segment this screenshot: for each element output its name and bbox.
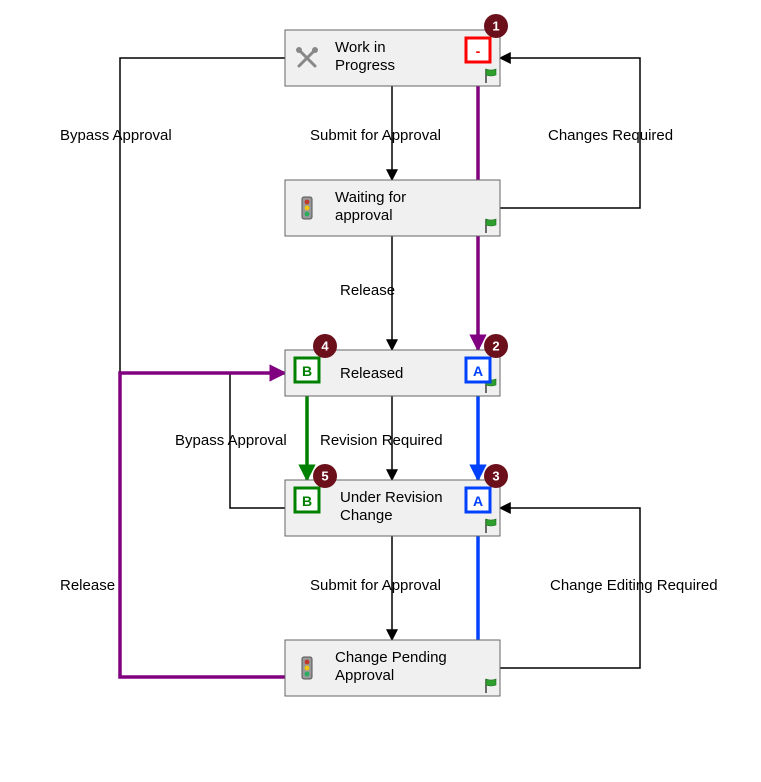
svg-text:A: A xyxy=(473,493,483,509)
edge-label-release1: Release xyxy=(340,282,395,299)
node-label-pending-1: Approval xyxy=(335,667,394,684)
marker-wip-dash: -1 xyxy=(466,14,508,62)
edge-label-release2: Release xyxy=(60,577,115,594)
edge-label-bypass2: Bypass Approval xyxy=(175,432,287,449)
badge-number-5: 5 xyxy=(321,469,328,484)
node-label-waiting-0: Waiting for xyxy=(335,189,406,206)
traffic-icon xyxy=(302,657,312,679)
node-label-wip-1: Progress xyxy=(335,57,395,74)
edge-label-revision-req: Revision Required xyxy=(320,432,443,449)
badge-number-1: 1 xyxy=(492,19,499,34)
badge-number-4: 4 xyxy=(321,339,329,354)
svg-text:-: - xyxy=(476,43,481,59)
edge-label-changes-req: Changes Required xyxy=(548,127,673,144)
svg-text:B: B xyxy=(302,363,312,379)
node-label-wip-0: Work in xyxy=(335,39,386,56)
node-label-pending-0: Change Pending xyxy=(335,649,447,666)
node-label-released-0: Released xyxy=(340,365,403,382)
node-waiting[interactable]: Waiting forapproval xyxy=(285,180,500,236)
badge-number-3: 3 xyxy=(492,469,499,484)
node-pending[interactable]: Change PendingApproval xyxy=(285,640,500,696)
edge-label-submit1: Submit for Approval xyxy=(310,127,441,144)
svg-text:B: B xyxy=(302,493,312,509)
node-label-revision-0: Under Revision xyxy=(340,489,443,506)
node-label-revision-1: Change xyxy=(340,507,393,524)
edge-label-chg-edit-req: Change Editing Required xyxy=(550,577,718,594)
node-label-waiting-1: approval xyxy=(335,207,393,224)
badge-number-2: 2 xyxy=(492,339,499,354)
edge-label-bypass1: Bypass Approval xyxy=(60,127,172,144)
edge-label-submit2: Submit for Approval xyxy=(310,577,441,594)
svg-text:A: A xyxy=(473,363,483,379)
traffic-icon xyxy=(302,197,312,219)
marker-revision-A: A3 xyxy=(466,464,508,512)
marker-released-A: A2 xyxy=(466,334,508,382)
edge-bypass1 xyxy=(120,58,285,373)
